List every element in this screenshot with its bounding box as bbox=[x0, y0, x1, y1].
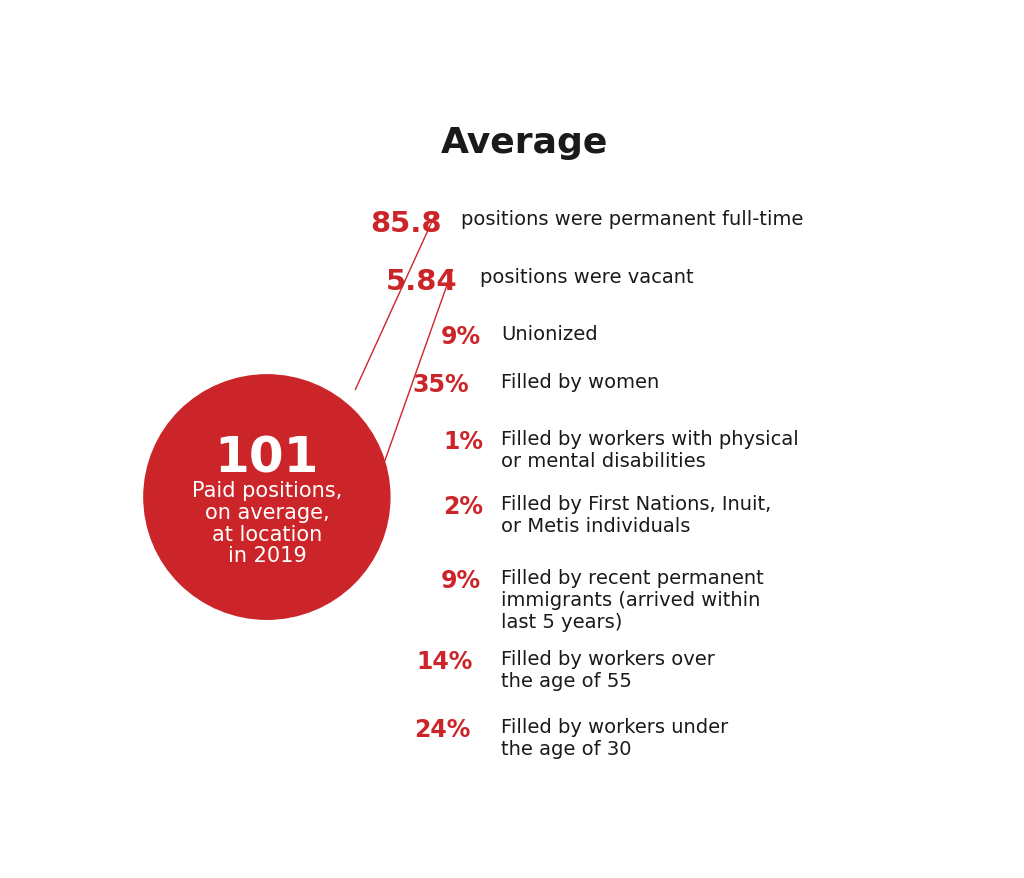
Text: 5.84: 5.84 bbox=[386, 268, 458, 296]
Text: Paid positions,: Paid positions, bbox=[191, 481, 342, 500]
Text: 9%: 9% bbox=[441, 568, 481, 593]
Text: at location: at location bbox=[212, 524, 322, 544]
Text: 101: 101 bbox=[215, 434, 319, 482]
Text: positions were permanent full-time: positions were permanent full-time bbox=[461, 210, 804, 229]
Text: 1%: 1% bbox=[443, 430, 483, 454]
Text: Filled by First Nations, Inuit,
or Metis individuals: Filled by First Nations, Inuit, or Metis… bbox=[501, 494, 771, 535]
Text: Filled by workers with physical
or mental disabilities: Filled by workers with physical or menta… bbox=[501, 430, 799, 471]
Text: Unionized: Unionized bbox=[501, 325, 598, 344]
Text: 14%: 14% bbox=[417, 650, 473, 673]
Text: Filled by women: Filled by women bbox=[501, 372, 659, 392]
Text: positions were vacant: positions were vacant bbox=[479, 268, 693, 286]
Text: Filled by workers over
the age of 55: Filled by workers over the age of 55 bbox=[501, 650, 715, 690]
Text: 24%: 24% bbox=[415, 717, 471, 741]
Text: Filled by workers under
the age of 30: Filled by workers under the age of 30 bbox=[501, 717, 728, 758]
Text: in 2019: in 2019 bbox=[227, 545, 306, 565]
Text: 9%: 9% bbox=[441, 325, 481, 349]
Text: 35%: 35% bbox=[413, 372, 469, 396]
Text: on average,: on average, bbox=[205, 502, 329, 522]
Ellipse shape bbox=[143, 376, 390, 620]
Text: Filled by recent permanent
immigrants (arrived within
last 5 years): Filled by recent permanent immigrants (a… bbox=[501, 568, 764, 631]
Text: 85.8: 85.8 bbox=[370, 210, 441, 238]
Text: Average: Average bbox=[441, 126, 608, 160]
Text: 2%: 2% bbox=[443, 494, 483, 518]
